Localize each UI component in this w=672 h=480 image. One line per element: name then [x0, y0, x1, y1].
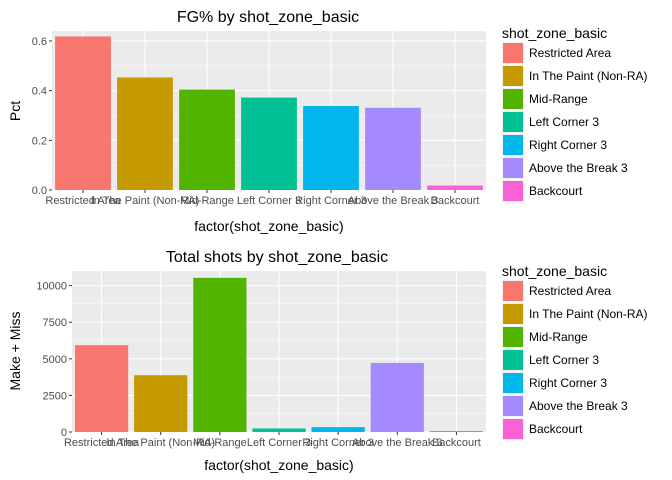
legend-label: In The Paint (Non-RA) [529, 69, 648, 83]
x-tick-label: Above the Break 3 [352, 437, 443, 449]
x-tick-label: In The Paint (Non-RA) [91, 195, 200, 207]
legend-title: shot_zone_basic [502, 263, 607, 279]
y-axis-title: Pct [7, 101, 23, 121]
legend-swatch [503, 350, 523, 370]
legend-swatch [503, 327, 523, 347]
chart-title: FG% by shot_zone_basic [177, 9, 359, 26]
y-tick-label: 7500 [43, 317, 67, 329]
legend-label: Right Corner 3 [529, 376, 607, 390]
x-tick-label: Backcourt [432, 437, 481, 449]
x-tick-label: Left Corner 3 [237, 195, 301, 207]
legend-label: Left Corner 3 [529, 353, 599, 367]
legend-swatch [503, 66, 523, 86]
legend-label: In The Paint (Non-RA) [529, 307, 648, 321]
y-axis-ticks: 0.0 0.2 0.4 0.6 [32, 36, 52, 197]
x-tick-label: In The Paint (Non-RA) [106, 437, 215, 449]
total-shots-chart: Total shots by shot_zone_basic 0 2500 5000… [7, 249, 648, 473]
legend-swatch [503, 89, 523, 109]
bar [134, 375, 188, 432]
x-tick-label: Left Corner 3 [247, 437, 311, 449]
bar [117, 77, 173, 190]
bar [193, 277, 247, 432]
bar [303, 106, 359, 190]
legend-label: Backcourt [529, 422, 583, 436]
bar [365, 107, 421, 190]
legend-label: Right Corner 3 [529, 138, 607, 152]
legend-label: Mid-Range [529, 330, 588, 344]
y-tick-label: 10000 [36, 281, 67, 293]
bar [179, 89, 235, 190]
y-axis-title: Make + Miss [7, 312, 23, 391]
x-tick-label: Restricted Area [45, 195, 121, 207]
bar [55, 36, 111, 191]
legend-swatch [503, 396, 523, 416]
legend-title: shot_zone_basic [502, 25, 607, 41]
y-tick-label: 0.0 [32, 185, 47, 197]
fg-pct-chart: FG% by shot_zone_basic 0.0 0.2 0.4 0.6 Rest… [7, 9, 648, 234]
y-axis-ticks: 0 2500 5000 7500 10000 [36, 281, 72, 439]
x-tick-label: Above the Break 3 [348, 195, 439, 207]
bar [427, 185, 483, 190]
legend-swatch [503, 158, 523, 178]
legend-label: Restricted Area [529, 46, 611, 60]
legend-label: Backcourt [529, 184, 583, 198]
x-tick-label: Backcourt [431, 195, 480, 207]
legend-swatch [503, 304, 523, 324]
y-tick-label: 5000 [43, 354, 67, 366]
legend-swatch [503, 112, 523, 132]
legend-label: Left Corner 3 [529, 115, 599, 129]
legend-label: Above the Break 3 [529, 399, 628, 413]
legend-swatch [503, 181, 523, 201]
y-tick-label: 0.2 [32, 135, 47, 147]
bar [74, 345, 129, 432]
legend: shot_zone_basic Restricted Area In The Pai… [502, 25, 648, 202]
bar [370, 362, 424, 432]
legend: shot_zone_basic Restricted Area In The Pai… [502, 263, 648, 440]
x-axis-title: factor(shot_zone_basic) [194, 218, 343, 234]
legend-swatch [503, 373, 523, 393]
legend-label: Restricted Area [529, 284, 611, 298]
bar [311, 427, 365, 432]
bars [55, 36, 483, 191]
x-tick-label: Mid-Range [180, 195, 234, 207]
bar [429, 430, 484, 432]
x-axis-title: factor(shot_zone_basic) [204, 457, 353, 473]
legend-label: Mid-Range [529, 92, 588, 106]
y-tick-label: 0 [61, 427, 67, 439]
y-tick-label: 0.4 [32, 86, 47, 98]
y-tick-label: 0.6 [32, 36, 47, 48]
legend-label: Above the Break 3 [529, 161, 628, 175]
bar [252, 428, 306, 432]
legend-swatch [503, 135, 523, 155]
bars [74, 277, 484, 432]
x-tick-label: Right Corner 3 [295, 195, 367, 207]
x-tick-label: Restricted Area [64, 437, 140, 449]
chart-title: Total shots by shot_zone_basic [166, 249, 388, 266]
legend-swatch [503, 281, 523, 301]
legend-swatch [503, 43, 523, 63]
y-tick-label: 2500 [43, 390, 67, 402]
x-tick-label: Mid-Range [193, 437, 247, 449]
x-tick-label: Right Corner 3 [302, 437, 374, 449]
bar [241, 97, 297, 190]
legend-swatch [503, 419, 523, 439]
